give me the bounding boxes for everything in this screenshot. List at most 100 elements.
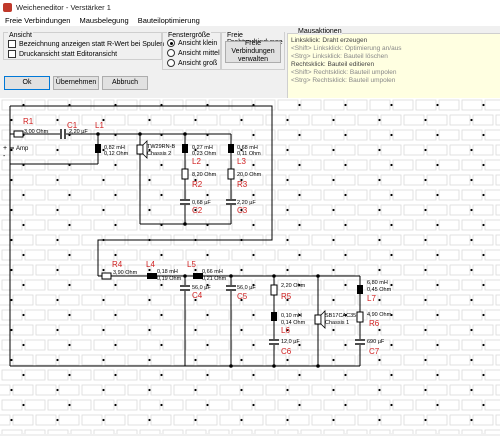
capacitor-c2[interactable]: 0,68 µF C2 [180, 199, 211, 215]
cb-bezeichnung[interactable]: Bezeichnung anzeigen statt R-Wert bei Sp… [8, 40, 164, 48]
ansicht-group: Ansicht Bezeichnung anzeigen statt R-Wer… [3, 32, 164, 60]
capacitor-c5[interactable]: 56,0 µF C5 [226, 285, 256, 301]
radio-gross[interactable]: Ansicht groß [167, 59, 217, 67]
inductor-l6[interactable]: 0,10 mH 0,14 Ohm L6 [271, 312, 306, 335]
inductor-l7[interactable]: 6,80 mH 0,45 Ohm L7 [357, 280, 392, 303]
speaker-chassis-1[interactable]: SB17CAC35- Chassis 1 [314, 310, 358, 329]
c4-name: C4 [192, 291, 203, 300]
inductor-l4[interactable]: L4 0,18 mH 0,19 Ohm [146, 260, 182, 282]
l2-name: L2 [192, 157, 201, 166]
checkbox-icon[interactable] [8, 50, 16, 58]
r5-name: R5 [281, 292, 292, 301]
l5-name: L5 [187, 260, 196, 269]
inductor-l5[interactable]: L5 0,66 mH 0,21 Ohm [187, 260, 227, 282]
capacitor-c6[interactable]: 12,0 µF C6 [269, 339, 300, 356]
c2-value: 0,68 µF [192, 200, 211, 206]
spk2-line2: Chassis 1 [325, 320, 349, 326]
amp-terminals[interactable]: + - Amp [3, 145, 29, 160]
c1-value: 2,20 µF [69, 129, 88, 135]
c4-value: 56,0 µF [192, 285, 211, 291]
apply-button[interactable]: Übernehmen [53, 76, 99, 90]
spk1-line2: Chassis 2 [147, 151, 171, 157]
menu-bauteiloptimierung[interactable]: Bauteiloptimierung [137, 15, 200, 25]
c7-value: 690 µF [367, 339, 385, 345]
r6-name: R6 [369, 319, 380, 328]
radio-icon[interactable] [167, 39, 175, 47]
help-line: Rechtsklick: Bauteil editieren [291, 61, 375, 68]
radio-gross-label: Ansicht groß [178, 59, 218, 67]
resistor-r1[interactable]: R1 3,00 Ohm [13, 117, 49, 138]
spk1-line1: TW29RN-B [147, 144, 175, 150]
l1-v2: 0,12 Ohm [104, 151, 129, 157]
ansicht-legend: Ansicht [8, 32, 33, 39]
c2-name: C2 [192, 206, 203, 215]
r4-value: 3,90 Ohm [113, 270, 138, 276]
speaker-chassis-2[interactable]: TW29RN-B Chassis 2 [136, 140, 175, 159]
menu-mausbelegung[interactable]: Mausbelegung [79, 15, 129, 25]
l3-v1: 0,68 mH [237, 145, 258, 151]
c1-name: C1 [67, 121, 78, 130]
circuit-svg[interactable]: + - Amp R1 3,00 Ohm C1 2,20 µF L1 0,82 m… [0, 98, 500, 434]
cb-bezeichnung-label: Bezeichnung anzeigen statt R-Wert bei Sp… [19, 40, 165, 48]
l5-v2: 0,21 Ohm [202, 276, 227, 282]
r6-value: 4,90 Ohm [367, 312, 392, 318]
help-line: <Shift> Linksklick: Optimierung an/aus [291, 45, 402, 52]
r5-value: 2,20 Ohm [281, 283, 306, 289]
l4-v2: 0,19 Ohm [157, 276, 182, 282]
help-line: <Shift> Rechtsklick: Bauteil umpolen [291, 69, 397, 76]
l3-v2: 0,11 Ohm [237, 151, 261, 157]
r3-name: R3 [237, 180, 248, 189]
fenster-group: Fenstergröße Ansicht klein Ansicht mitte… [162, 32, 221, 70]
l6-v2: 0,14 Ohm [281, 320, 306, 326]
inductor-l1[interactable]: L1 0,82 mH 0,12 Ohm [95, 121, 129, 157]
r1-name: R1 [23, 117, 34, 126]
l2-v1: 0,27 mH [192, 145, 213, 151]
cb-druckansicht[interactable]: Druckansicht statt Editoransicht [8, 50, 117, 58]
capacitor-c1[interactable]: C1 2,20 µF [60, 121, 88, 139]
c6-name: C6 [281, 347, 292, 356]
l7-v1: 6,80 mH [367, 280, 388, 286]
circuit-canvas[interactable]: + - Amp R1 3,00 Ohm C1 2,20 µF L1 0,82 m… [0, 98, 500, 434]
inductor-l2[interactable]: 0,27 mH 0,23 Ohm L2 [182, 144, 217, 166]
manage-connections-line1: Freie Verbindungen [231, 40, 275, 55]
capacitor-c7[interactable]: 690 µF C7 [355, 339, 385, 356]
l7-v2: 0,45 Ohm [367, 287, 392, 293]
freie-group: Freie Drahtverbindunge Freie Verbindunge… [221, 32, 285, 70]
radio-mittel[interactable]: Ansicht mittel [167, 49, 220, 57]
l7-name: L7 [367, 294, 376, 303]
inductor-l3[interactable]: 0,68 mH 0,11 Ohm L3 [228, 144, 261, 166]
l6-v1: 0,10 mH [281, 313, 302, 319]
cb-druckansicht-label: Druckansicht statt Editoransicht [19, 50, 118, 58]
resistor-r6[interactable]: 4,90 Ohm R6 [356, 311, 392, 328]
fenster-legend: Fenstergröße [167, 32, 212, 39]
menu-freie-verbindungen[interactable]: Freie Verbindungen [5, 15, 71, 25]
cancel-button[interactable]: Abbruch [102, 76, 148, 90]
r3-value: 20,0 Ohm [237, 172, 262, 178]
menu-bar: Freie Verbindungen Mausbelegung Bauteilo… [0, 14, 500, 26]
radio-klein[interactable]: Ansicht klein [167, 39, 217, 47]
resistor-r2[interactable]: 8,20 Ohm R2 [181, 168, 217, 189]
radio-icon[interactable] [167, 49, 175, 57]
c3-name: C3 [237, 206, 248, 215]
help-line: <Strg> Linksklick: Bauteil löschen [291, 53, 388, 60]
resistor-r3[interactable]: 20,0 Ohm R3 [227, 168, 262, 189]
l6-name: L6 [281, 326, 290, 335]
mausaktionen-panel: Mausaktionen Linksklick: Draht erzeugen … [287, 28, 500, 99]
checkbox-icon[interactable] [8, 40, 16, 48]
r2-name: R2 [192, 180, 203, 189]
capacitor-c4[interactable]: 56,0 µF C4 [180, 285, 211, 300]
amp-label: Amp [16, 146, 29, 152]
ok-button[interactable]: Ok [4, 76, 50, 90]
grid-background [0, 98, 500, 434]
c3-value: 2,20 µF [237, 200, 256, 206]
resistor-r5[interactable]: 2,20 Ohm R5 [270, 283, 306, 301]
r4-name: R4 [112, 260, 123, 269]
capacitor-c3[interactable]: 2,20 µF C3 [226, 199, 256, 215]
l4-v1: 0,18 mH [157, 269, 178, 275]
l1-name: L1 [95, 121, 104, 130]
manage-connections-button[interactable]: Freie Verbindungen verwalten [225, 40, 281, 63]
r1-value: 3,00 Ohm [24, 129, 49, 135]
l4-name: L4 [146, 260, 155, 269]
radio-icon[interactable] [167, 59, 175, 67]
resistor-r4[interactable]: R4 3,90 Ohm [101, 260, 138, 280]
